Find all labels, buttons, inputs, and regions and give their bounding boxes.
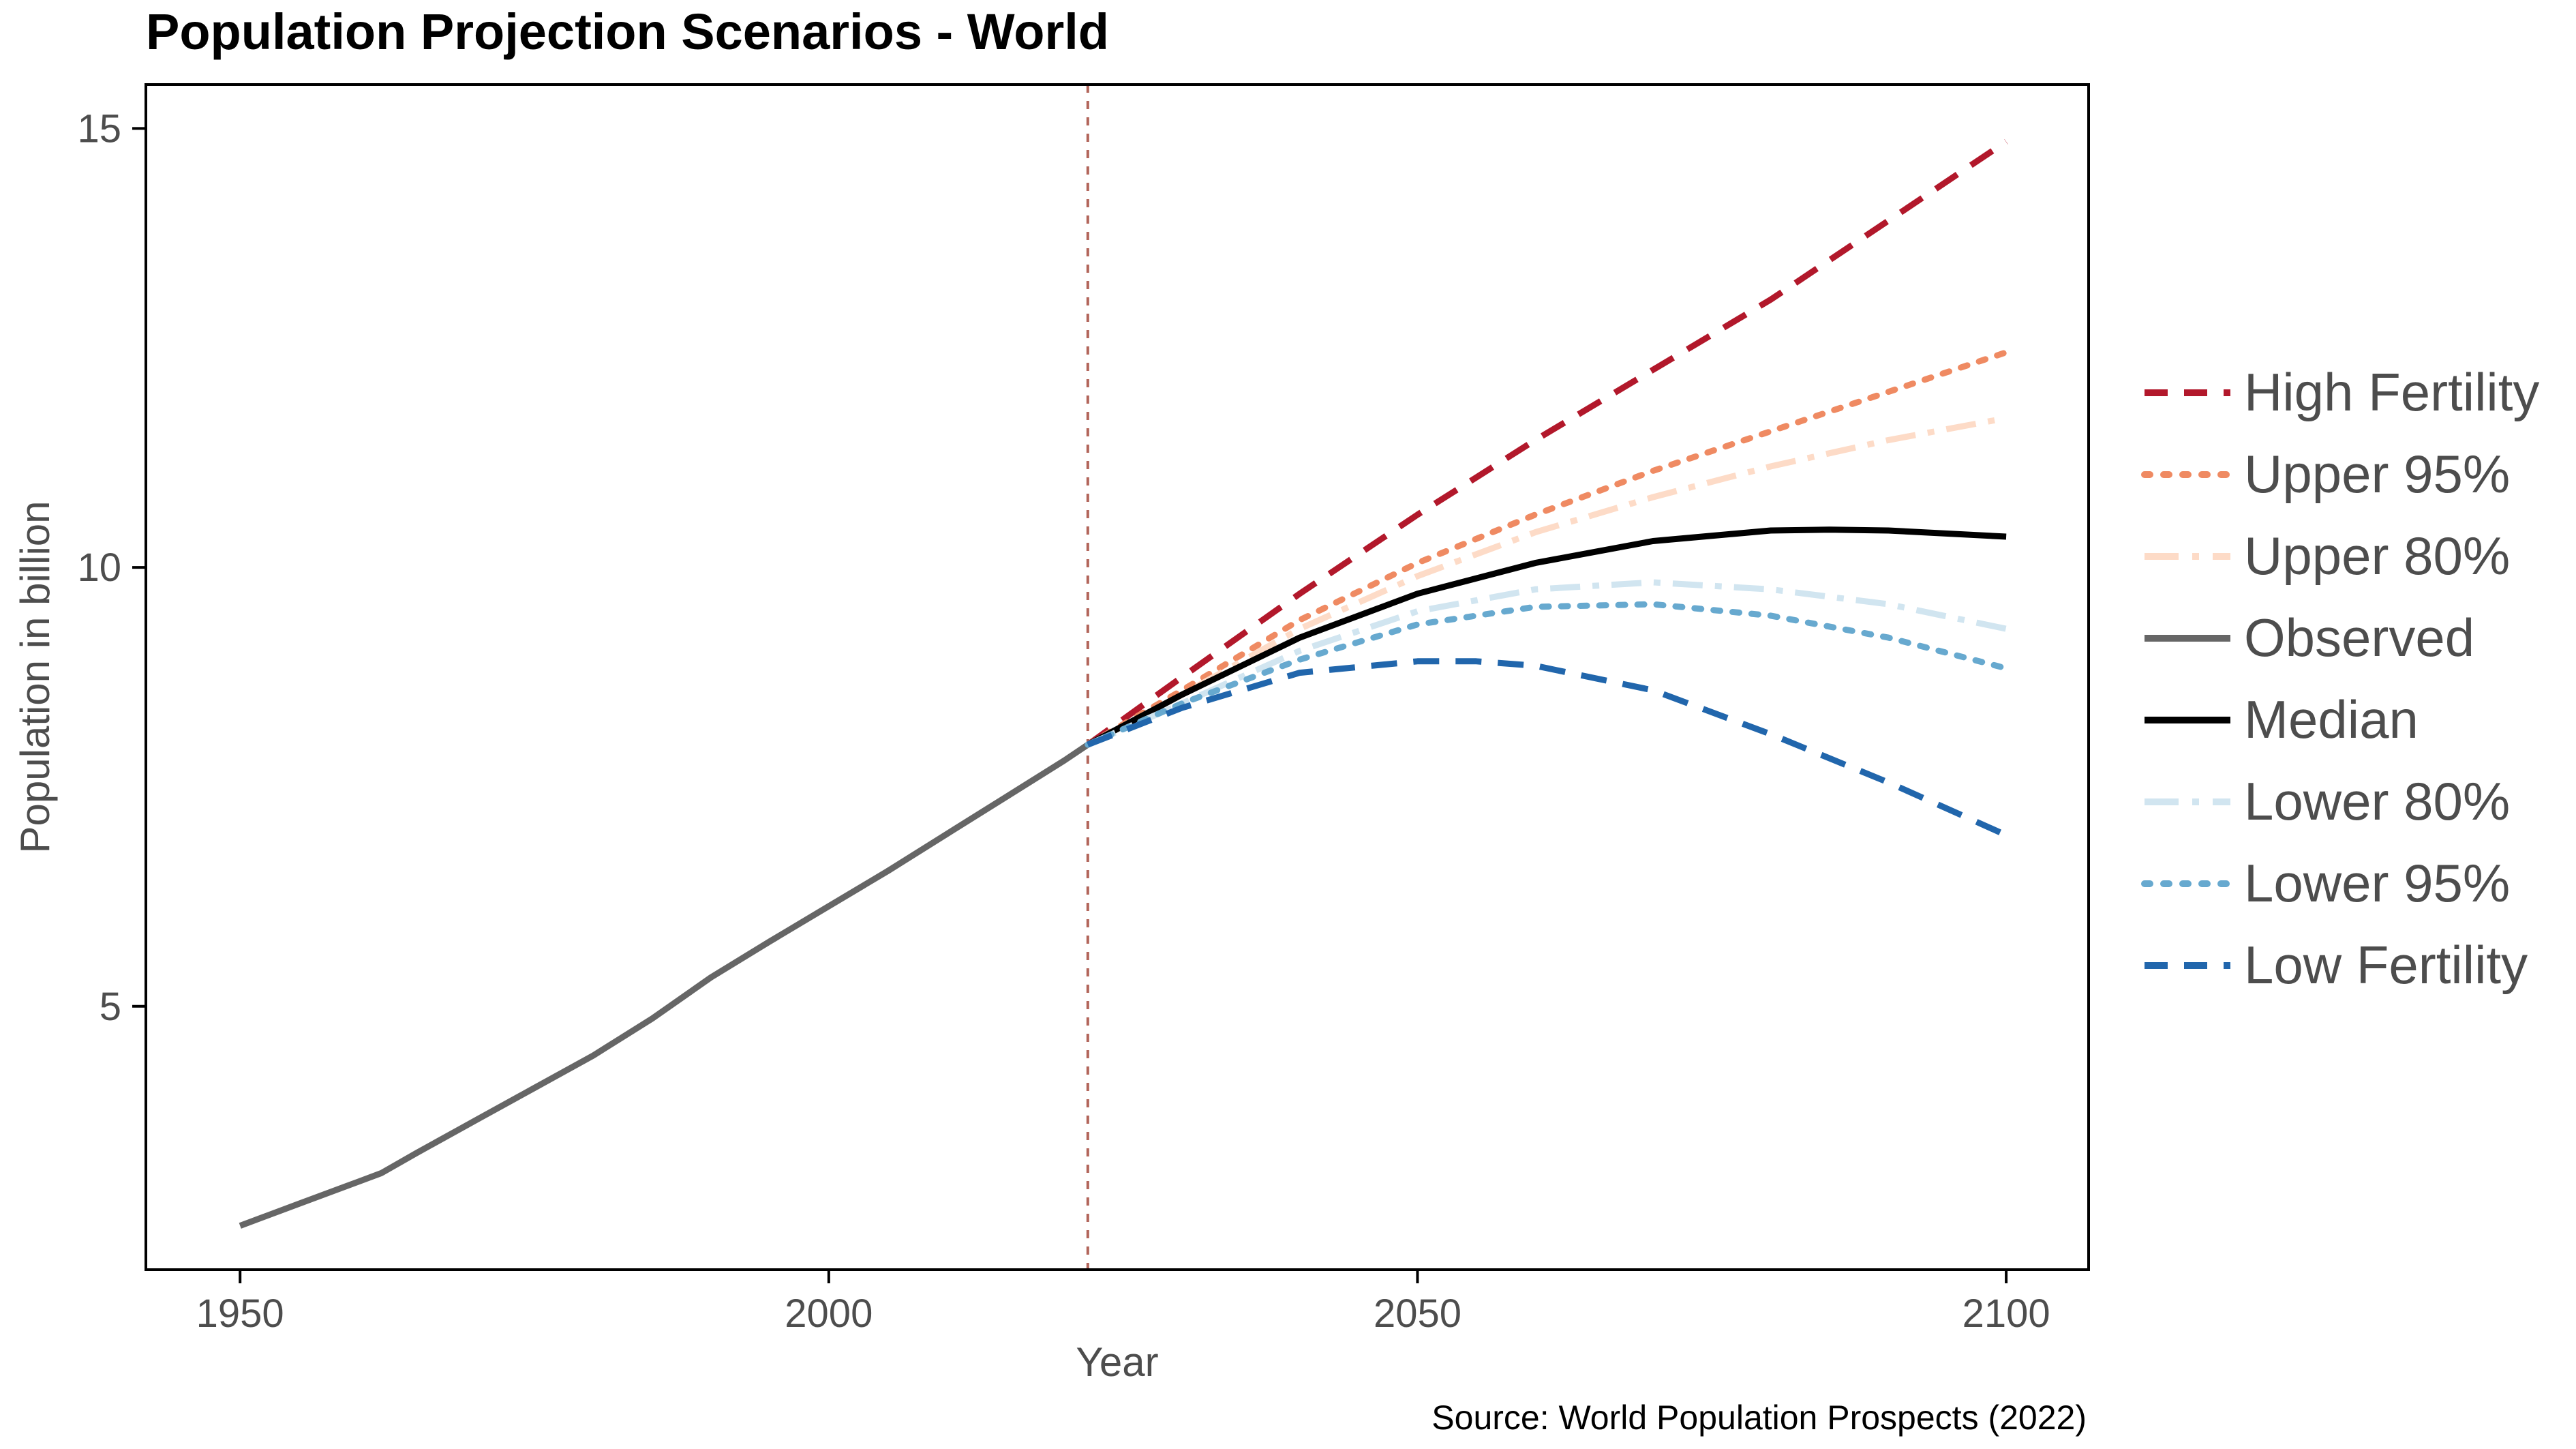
legend-label: Upper 95% xyxy=(2244,444,2510,504)
legend-item-upper-80-: Upper 80% xyxy=(2145,526,2510,586)
series-line-median xyxy=(1086,526,2007,748)
source-annotation: Source: World Population Prospects (2022… xyxy=(1431,1399,2087,1437)
y-tick-label: 5 xyxy=(100,985,121,1029)
plot-frame xyxy=(145,83,2090,1271)
series-layer xyxy=(239,138,2010,1229)
series-line-low-fertility xyxy=(1087,658,2007,838)
axes-layer: 1950 2000 2050 2100 5 10 15 xyxy=(77,106,2050,1336)
legend-item-median: Median xyxy=(2145,689,2419,749)
legend-label: High Fertility xyxy=(2244,362,2539,422)
legend-label: Median xyxy=(2244,689,2419,749)
legend-item-upper-95-: Upper 95% xyxy=(2141,444,2510,504)
legend-item-observed: Observed xyxy=(2145,608,2474,668)
chart-title: Population Projection Scenarios - World xyxy=(146,3,1110,60)
series-line-observed xyxy=(239,742,1090,1229)
legend-label: Lower 80% xyxy=(2244,771,2510,831)
series-line-lower-80- xyxy=(1086,579,2007,748)
legend-label: Low Fertility xyxy=(2244,935,2528,995)
legend-item-low-fertility: Low Fertility xyxy=(2145,935,2528,995)
legend-item-lower-80-: Lower 80% xyxy=(2145,771,2510,831)
legend-label: Lower 95% xyxy=(2244,853,2510,913)
x-tick-label: 1950 xyxy=(196,1291,284,1336)
y-tick-label: 10 xyxy=(77,546,121,590)
legend: High Fertility Upper 95% Upper 80% Observed… xyxy=(2141,362,2539,995)
series-line-lower-95- xyxy=(1085,601,2010,748)
x-tick-label: 2000 xyxy=(785,1291,873,1336)
y-tick-label: 15 xyxy=(77,106,121,151)
x-tick-label: 2050 xyxy=(1374,1291,1461,1336)
legend-label: Upper 80% xyxy=(2244,526,2510,586)
legend-item-lower-95-: Lower 95% xyxy=(2141,853,2510,913)
series-line-upper-95- xyxy=(1085,349,2010,748)
legend-item-high-fertility: High Fertility xyxy=(2145,362,2539,422)
y-axis-label: Population in billion xyxy=(12,501,58,853)
x-axis-label: Year xyxy=(1076,1339,1158,1385)
x-tick-label: 2100 xyxy=(1963,1291,2050,1336)
legend-label: Observed xyxy=(2244,608,2474,668)
series-line-high-fertility xyxy=(1086,138,2008,747)
